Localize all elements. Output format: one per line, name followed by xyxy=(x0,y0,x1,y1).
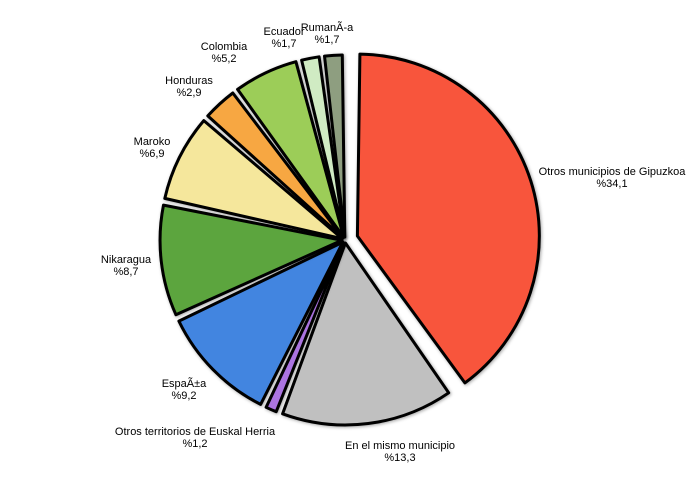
slice-label-percent: %1,7 xyxy=(314,34,340,46)
slice-label-percent: %34,1 xyxy=(596,178,628,190)
pie-slice-otros-municipios-de-gipuzkoa[interactable] xyxy=(355,52,541,385)
slice-label-name: Colombia xyxy=(200,41,248,53)
slice-label-ruman-a: RumanÃ-a %1,7 xyxy=(301,22,354,46)
slice-label-colombia: Colombia %5,2 xyxy=(201,41,247,65)
slice-label-en-el-mismo-municipio: En el mismo municipio %13,3 xyxy=(345,440,455,464)
pie-slice-maroko[interactable] xyxy=(163,119,344,241)
slice-label-honduras: Honduras %2,9 xyxy=(165,75,213,99)
slice-label-percent: %9,2 xyxy=(171,390,197,402)
slice-label-name: Ecuador xyxy=(263,26,305,38)
slice-label-otros-territorios-de-euskal-herria: Otros territorios de Euskal Herria %1,2 xyxy=(115,426,275,450)
slice-label-espa-a: EspaÃ±a %9,2 xyxy=(162,378,207,402)
slice-label-name: En el mismo municipio xyxy=(344,440,456,452)
pie-slice-honduras[interactable] xyxy=(206,91,345,240)
slice-label-maroko: Maroko %6,9 xyxy=(134,136,171,160)
pie-slice-nikaragua[interactable] xyxy=(158,203,344,317)
slice-label-percent: %1,7 xyxy=(271,38,297,50)
pie-slice-otros-territorios-de-euskal-herria[interactable] xyxy=(264,241,346,414)
slice-label-name: Honduras xyxy=(165,75,213,87)
slice-label-name: Nikaragua xyxy=(100,254,152,266)
slice-label-percent: %6,9 xyxy=(139,148,165,160)
slice-label-otros-municipios-de-gipuzkoa: Otros municipios de Gipuzkoa %34,1 xyxy=(539,166,686,190)
slice-label-name: Otros municipios de Gipuzkoa xyxy=(538,166,686,178)
pie-slice-en-el-mismo-municipio[interactable] xyxy=(281,241,451,427)
pie-slice-ecuador[interactable] xyxy=(300,55,346,239)
slice-label-percent: %2,9 xyxy=(176,87,202,99)
slice-label-name: EspaÃ±a xyxy=(161,378,207,390)
slice-label-percent: %1,2 xyxy=(182,438,208,450)
slice-label-nikaragua: Nikaragua %8,7 xyxy=(101,254,151,278)
slice-label-name: RumanÃ-a xyxy=(300,22,354,34)
slice-label-name: Otros territorios de Euskal Herria xyxy=(114,426,276,438)
pie-slice-colombia[interactable] xyxy=(236,60,346,239)
slice-label-percent: %5,2 xyxy=(211,53,237,65)
pie-slice-espa-a[interactable] xyxy=(177,240,345,406)
slice-label-percent: %13,3 xyxy=(384,452,416,464)
pie-slice-ruman-a[interactable] xyxy=(323,53,347,239)
slice-label-percent: %8,7 xyxy=(113,266,139,278)
slice-label-ecuador: Ecuador %1,7 xyxy=(264,26,305,50)
slice-label-name: Maroko xyxy=(133,136,171,148)
